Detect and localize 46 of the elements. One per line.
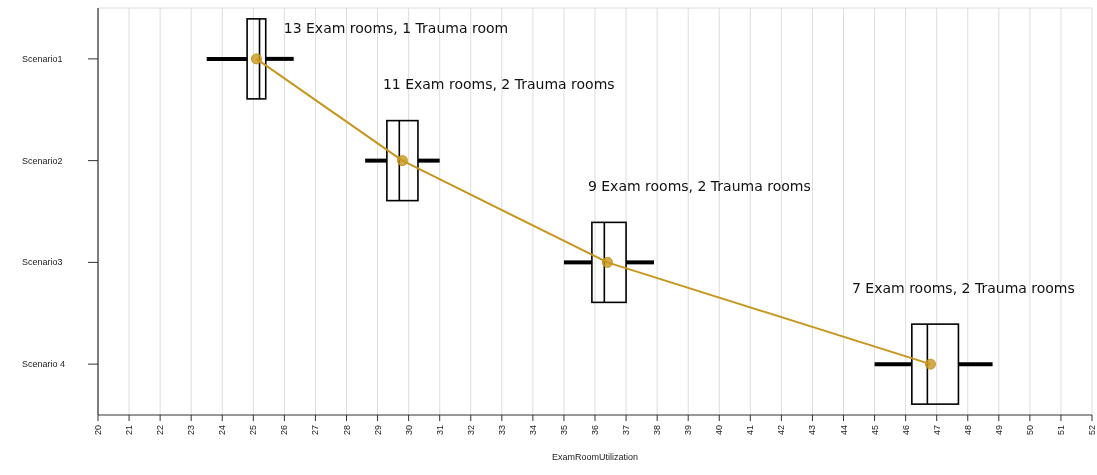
- x-tick-label: 50: [1024, 425, 1035, 436]
- x-tick-label: 28: [341, 425, 352, 436]
- x-tick-label: 45: [869, 425, 880, 436]
- x-tick-label: 35: [558, 425, 569, 436]
- annotation: 7 Exam rooms, 2 Trauma rooms: [852, 279, 1075, 296]
- x-tick-label: 44: [838, 425, 849, 436]
- x-tick-label: 25: [248, 425, 259, 436]
- x-tick-label: 27: [310, 425, 321, 436]
- x-tick-label: 40: [714, 425, 725, 436]
- annotation: 13 Exam rooms, 1 Trauma room: [283, 20, 509, 36]
- point: [601, 256, 613, 268]
- x-tick-label: 20: [93, 425, 103, 436]
- x-tick-label: 43: [807, 425, 818, 436]
- x-tick-label: 46: [900, 425, 911, 436]
- annotation: 11 Exam rooms, 2 Trauma rooms: [382, 76, 615, 93]
- point: [396, 155, 408, 167]
- x-tick-label: 22: [155, 425, 166, 436]
- point: [924, 358, 936, 370]
- x-tick-label: 26: [279, 425, 290, 436]
- x-tick-label: 33: [496, 425, 507, 436]
- x-tick-label: 48: [962, 425, 973, 436]
- x-tick-label: 42: [776, 425, 787, 436]
- x-tick-label: 31: [434, 425, 445, 436]
- x-tick-label: 34: [527, 425, 538, 436]
- x-tick-label: 41: [745, 425, 756, 436]
- x-tick-label: 30: [403, 425, 414, 436]
- x-tick-label: 24: [217, 425, 228, 436]
- x-tick-label: 52: [1087, 425, 1097, 436]
- x-tick-label: 29: [372, 425, 383, 436]
- x-tick-label: 36: [590, 425, 600, 436]
- x-tick-label: 51: [1055, 425, 1066, 436]
- x-tick-label: 37: [621, 425, 632, 436]
- y-tick-label: Scenario2: [22, 155, 63, 166]
- x-tick-label: 32: [465, 425, 476, 436]
- x-axis-title: ExamRoomUtilization: [551, 452, 639, 462]
- x-tick-label: 47: [931, 425, 942, 436]
- y-tick-label: Scenario1: [22, 53, 63, 64]
- x-tick-label: 49: [993, 425, 1004, 436]
- y-tick-label: Scenario3: [22, 257, 63, 268]
- y-tick-label: Scenario 4: [22, 359, 66, 370]
- x-tick-label: 38: [652, 425, 663, 436]
- annotation: 9 Exam rooms, 2 Trauma rooms: [587, 178, 811, 195]
- point: [250, 53, 262, 65]
- x-tick-label: 21: [124, 425, 135, 436]
- x-tick-label: 39: [683, 425, 694, 436]
- x-tick-label: 23: [186, 425, 197, 436]
